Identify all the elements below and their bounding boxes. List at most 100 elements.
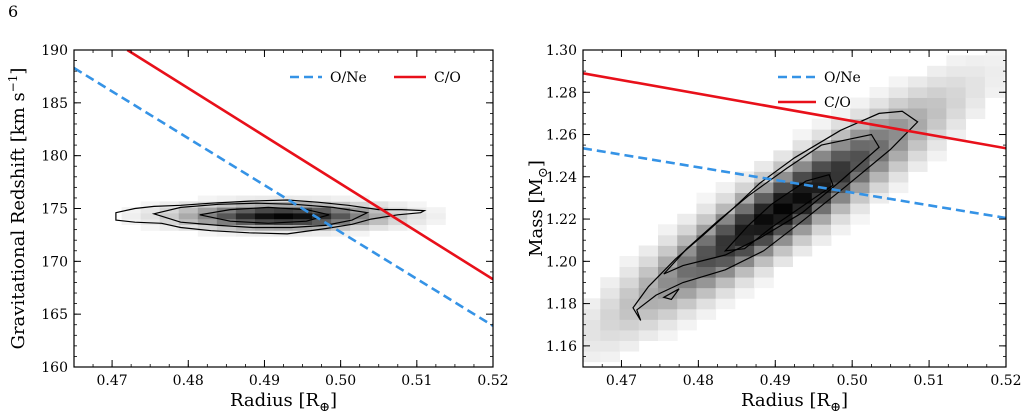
chart1-density-cell: [792, 203, 813, 215]
chart0-density-cell: [312, 195, 332, 202]
chart0-density-cell: [369, 218, 389, 226]
chart0-x-tick-label: 0.52: [477, 373, 508, 389]
chart1-density-cell: [907, 97, 928, 109]
chart0-density-cell: [140, 212, 161, 220]
chart1-density-cell: [831, 129, 851, 141]
chart1-density-cell: [657, 319, 678, 331]
chart1-density-cell: [869, 150, 890, 162]
chart1-density-cell: [754, 182, 774, 194]
chart1-density-cell: [583, 298, 601, 310]
chart1-density-cell: [850, 192, 870, 204]
chart0-density-cell: [159, 218, 180, 226]
chart0-density-cell: [293, 230, 313, 237]
chart1-density-cell: [638, 256, 659, 268]
chart1-density-cell: [754, 277, 774, 289]
chart1-density-cell: [811, 224, 832, 236]
chart1-density-cell: [657, 224, 678, 236]
chart1-density-cell: [638, 277, 659, 289]
chart0-density-cell: [312, 224, 332, 231]
chart1-density-cell: [811, 129, 832, 141]
chart1-density-cell: [888, 97, 909, 109]
chart0-density-cell: [369, 212, 389, 220]
chart0-y-tick-label: 175: [41, 202, 68, 218]
chart0-density-cell: [121, 212, 142, 220]
chart0-legend-label: C/O: [434, 70, 461, 86]
chart1-density-cell: [792, 213, 813, 225]
chart1-density-cell: [734, 266, 755, 278]
chart1-density-cell: [850, 150, 870, 162]
chart0-density-cell: [293, 207, 313, 214]
chart1-density-cell: [754, 160, 774, 172]
chart1-density-cell: [583, 351, 601, 363]
chart1-density-cell: [734, 234, 755, 246]
chart1-density-cell: [850, 160, 870, 172]
chart0-legend-label: O/Ne: [330, 70, 367, 86]
chart1-density-cell: [754, 213, 774, 225]
chart1-density-cell: [869, 129, 890, 141]
chart1-y-tick-label: 1.18: [546, 297, 577, 313]
chart1-density-cell: [638, 308, 659, 320]
chart1-density-cell: [984, 65, 1005, 77]
chart0-density-cell: [216, 212, 237, 220]
chart1-density-cell: [696, 277, 717, 289]
chart1-density-cell: [600, 287, 620, 299]
chart1-density-cell: [792, 224, 813, 236]
chart0-density-cell: [140, 207, 161, 214]
chart1-density-cell: [562, 362, 582, 373]
chart1-density-cell: [657, 245, 678, 257]
chart0-density-cell: [140, 224, 161, 231]
chart0-density-cell: [273, 195, 294, 202]
chart1-density-cell: [792, 182, 813, 194]
chart1-density-cell: [657, 330, 678, 341]
right-panel: 0.47 0.48 0.49 0.50 0.51 0.52 1.16 1.18 1.20 1.22…: [526, 43, 1022, 415]
chart1-density-cell: [907, 76, 928, 88]
chart1-density-cell: [734, 287, 755, 299]
chart1-density-cell: [811, 160, 832, 172]
chart1-density-cell: [619, 256, 640, 268]
chart1-x-axis-label: Radius [R⊕]: [741, 390, 848, 415]
chart0-density-cell: [235, 230, 256, 237]
chart1-density-cell: [677, 256, 697, 268]
chart0-x-tick-label: 0.51: [401, 373, 432, 389]
chart1-y-tick-label: 1.16: [546, 339, 577, 355]
chart1-density-cell: [831, 213, 851, 225]
chart1-density-cell: [946, 97, 967, 109]
chart0-density-cell: [197, 230, 218, 237]
chart1-density-cell: [677, 224, 697, 236]
chart0-x-tick-label: 0.47: [97, 373, 128, 389]
chart1-density-cell: [696, 224, 717, 236]
chart0-density-cell: [235, 212, 256, 220]
chart0-density-cell: [197, 207, 218, 214]
chart0-density-cell: [197, 218, 218, 226]
chart0-density-cell: [235, 207, 256, 214]
chart1-y-tick-label: 1.22: [546, 212, 577, 228]
chart1-density-cell: [792, 150, 813, 162]
chart0-density-cell: [159, 201, 180, 208]
chart0-density-cell: [293, 212, 313, 220]
chart1-density-cell: [715, 298, 736, 310]
chart1-density-cell: [850, 118, 870, 130]
chart1-density-cell: [831, 224, 851, 236]
chart1-density-cell: [773, 234, 793, 246]
chart1-density-cell: [888, 86, 909, 98]
chart1-density-cell: [734, 256, 755, 268]
chart0-density-cell: [254, 201, 275, 208]
chart0-density-cell: [159, 224, 180, 231]
chart1-density-cell: [715, 213, 736, 225]
chart1-density-cell: [619, 330, 640, 341]
chart0-density-map: [121, 195, 446, 237]
chart0-x-tick-label: 0.50: [325, 373, 356, 389]
chart1-density-cell: [811, 192, 832, 204]
chart1-density-cell: [946, 65, 967, 77]
chart0-density-cell: [235, 201, 256, 208]
chart0-density-cell: [350, 201, 370, 208]
chart0-density-cell: [407, 224, 427, 231]
chart1-density-cell: [638, 298, 659, 310]
chart1-density-cell: [696, 234, 717, 246]
chart0-density-cell: [273, 207, 294, 214]
chart1-x-tick-label: 0.48: [683, 373, 714, 389]
chart1-density-cell: [965, 97, 986, 109]
page-number: 6: [8, 2, 19, 21]
chart0-contour-2: [151, 202, 370, 229]
chart0-density-cell: [140, 218, 161, 226]
